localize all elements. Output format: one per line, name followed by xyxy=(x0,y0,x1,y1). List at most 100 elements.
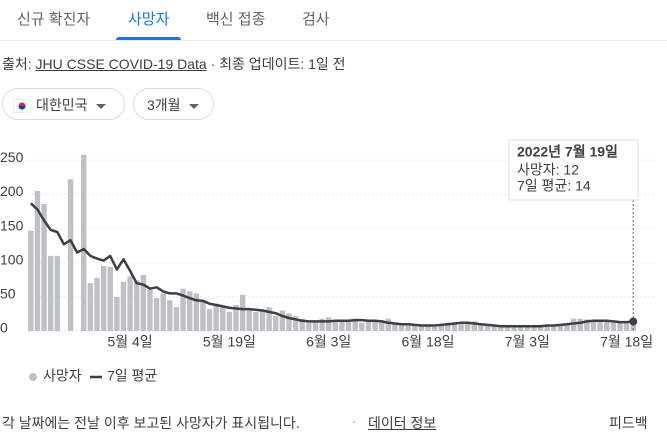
bar xyxy=(590,320,597,331)
bar xyxy=(630,322,636,331)
bar xyxy=(147,290,153,331)
bar xyxy=(67,179,74,331)
bar xyxy=(239,294,246,331)
bar xyxy=(81,154,87,331)
bar xyxy=(617,322,623,331)
bar xyxy=(286,313,292,331)
y-tick-label: 0 xyxy=(0,320,8,336)
tooltip-date: 2022년 7월 19일 xyxy=(517,144,618,160)
bar xyxy=(623,322,630,331)
x-tick-label: 6월 3일 xyxy=(306,334,351,350)
bar xyxy=(544,325,550,331)
x-tick-label: 6월 18일 xyxy=(401,334,454,350)
legend-swatch xyxy=(29,373,37,381)
tooltip-box xyxy=(508,139,639,201)
bar xyxy=(471,321,478,331)
bar xyxy=(431,326,438,331)
bar xyxy=(511,326,517,331)
bar xyxy=(577,318,583,331)
y-tick-label: 200 xyxy=(0,183,24,199)
bar xyxy=(491,326,497,331)
bar xyxy=(610,322,617,331)
bar xyxy=(292,315,299,331)
bar xyxy=(412,325,418,331)
tab[interactable]: 신규 확진자 xyxy=(17,11,91,28)
bar xyxy=(319,318,325,331)
source-link[interactable]: JHU CSSE COVID-19 Data xyxy=(35,56,207,72)
bar xyxy=(259,309,266,331)
line xyxy=(29,202,634,328)
bar xyxy=(114,296,120,331)
bar xyxy=(537,324,544,331)
bar xyxy=(312,321,319,331)
bar xyxy=(47,255,54,331)
footer-note: 각 날짜에는 전날 이후 보고된 사망자가 표시됩니다. xyxy=(2,415,300,431)
bar xyxy=(233,305,239,331)
bar xyxy=(564,322,570,331)
bar xyxy=(107,266,113,331)
footer-link[interactable]: 데이터 정보 xyxy=(368,415,437,431)
x-tick-label: 5월 19일 xyxy=(203,334,256,350)
x-tick-label: 7월 18일 xyxy=(600,334,653,350)
bar xyxy=(570,318,577,331)
tab-selected[interactable]: 사망자 xyxy=(115,8,182,40)
bar xyxy=(378,320,385,331)
x-tick-label: 5월 4일 xyxy=(107,334,152,350)
bar xyxy=(438,324,444,331)
tab[interactable]: 백신 접종 xyxy=(206,11,266,28)
tooltip-line: 사망자: 12 xyxy=(517,162,579,178)
bar xyxy=(153,298,160,331)
source-line: 출처: JHU CSSE COVID-19 Data · 최종 업데이트: 1일… xyxy=(2,54,346,74)
bar xyxy=(504,325,511,331)
bar xyxy=(531,325,537,331)
bar xyxy=(120,281,127,331)
bar xyxy=(478,324,484,331)
bar xyxy=(465,322,471,331)
bar xyxy=(498,326,504,331)
bar xyxy=(524,326,530,331)
source-prefix: 출처: xyxy=(2,56,32,72)
bar xyxy=(266,307,272,331)
bar xyxy=(359,322,365,331)
bar xyxy=(226,311,233,331)
bar xyxy=(584,319,590,331)
y-tick-label: 250 xyxy=(0,149,24,165)
bar xyxy=(517,326,524,331)
bar xyxy=(213,303,219,331)
bar xyxy=(273,315,279,331)
bar xyxy=(193,293,199,331)
bar xyxy=(418,324,425,331)
bar xyxy=(160,293,166,331)
bar xyxy=(246,310,252,331)
bar xyxy=(352,318,358,331)
bar xyxy=(127,276,133,331)
bar xyxy=(398,324,405,331)
bar xyxy=(385,318,391,331)
bar xyxy=(326,317,332,331)
bar xyxy=(392,322,398,331)
country-chip[interactable]: 대한민국 xyxy=(2,88,125,120)
bar xyxy=(372,320,378,331)
bar xyxy=(597,320,603,331)
tab[interactable]: 검사 xyxy=(302,11,330,28)
bar xyxy=(253,311,259,331)
bar xyxy=(425,325,431,331)
range-chip[interactable]: 3개월 xyxy=(133,88,214,120)
feedback-link[interactable]: 피드백 xyxy=(609,415,648,431)
bar xyxy=(94,277,100,331)
bar xyxy=(484,325,491,331)
bar xyxy=(186,291,193,331)
legend-label: 7일 평균 xyxy=(107,368,157,384)
bar xyxy=(220,307,226,331)
x-tick-label: 7월 3일 xyxy=(505,334,550,350)
bar xyxy=(54,255,60,331)
bar xyxy=(180,288,186,331)
tab-bar: 신규 확진자 사망자 백신 접종 검사 xyxy=(0,0,667,41)
bar xyxy=(332,321,339,331)
bar xyxy=(41,203,47,331)
y-tick-label: 100 xyxy=(0,251,24,267)
hover-dot xyxy=(629,317,638,326)
chip-label: 3개월 xyxy=(147,97,181,113)
bar xyxy=(140,274,147,331)
